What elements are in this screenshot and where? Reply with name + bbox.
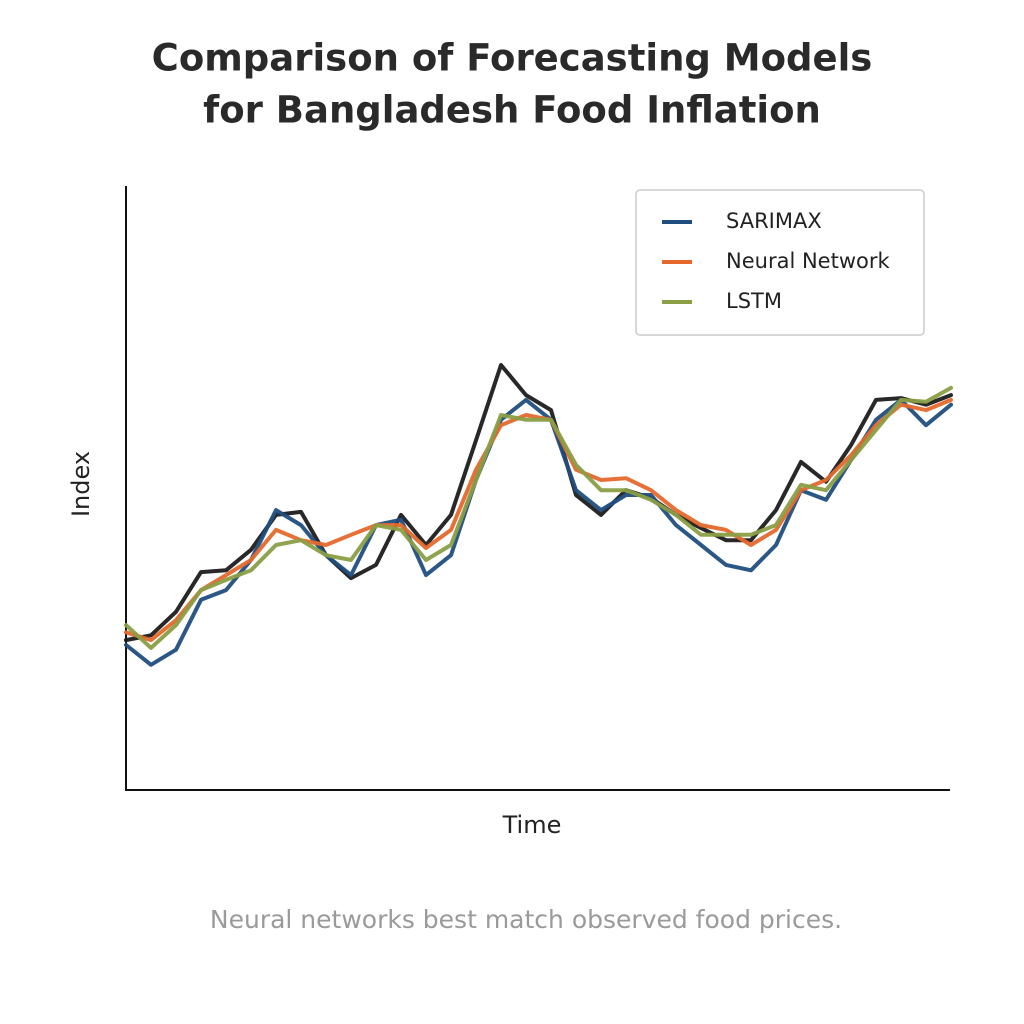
x-axis-label: Time: [502, 811, 562, 839]
legend-label: SARIMAX: [726, 209, 822, 233]
line-series: [124, 397, 953, 643]
y-axis-label: Index: [67, 451, 95, 517]
line-series: [124, 385, 953, 650]
line-series: [124, 363, 953, 643]
legend-label: LSTM: [726, 289, 782, 313]
legend-label: Neural Network: [726, 249, 890, 273]
chart-title: Comparison of Forecasting Models: [152, 37, 873, 80]
caption: Neural networks best match observed food…: [210, 905, 842, 934]
line-series: [124, 397, 953, 667]
chart-title: for Bangladesh Food Inflation: [203, 89, 821, 132]
legend-box: [635, 189, 925, 336]
